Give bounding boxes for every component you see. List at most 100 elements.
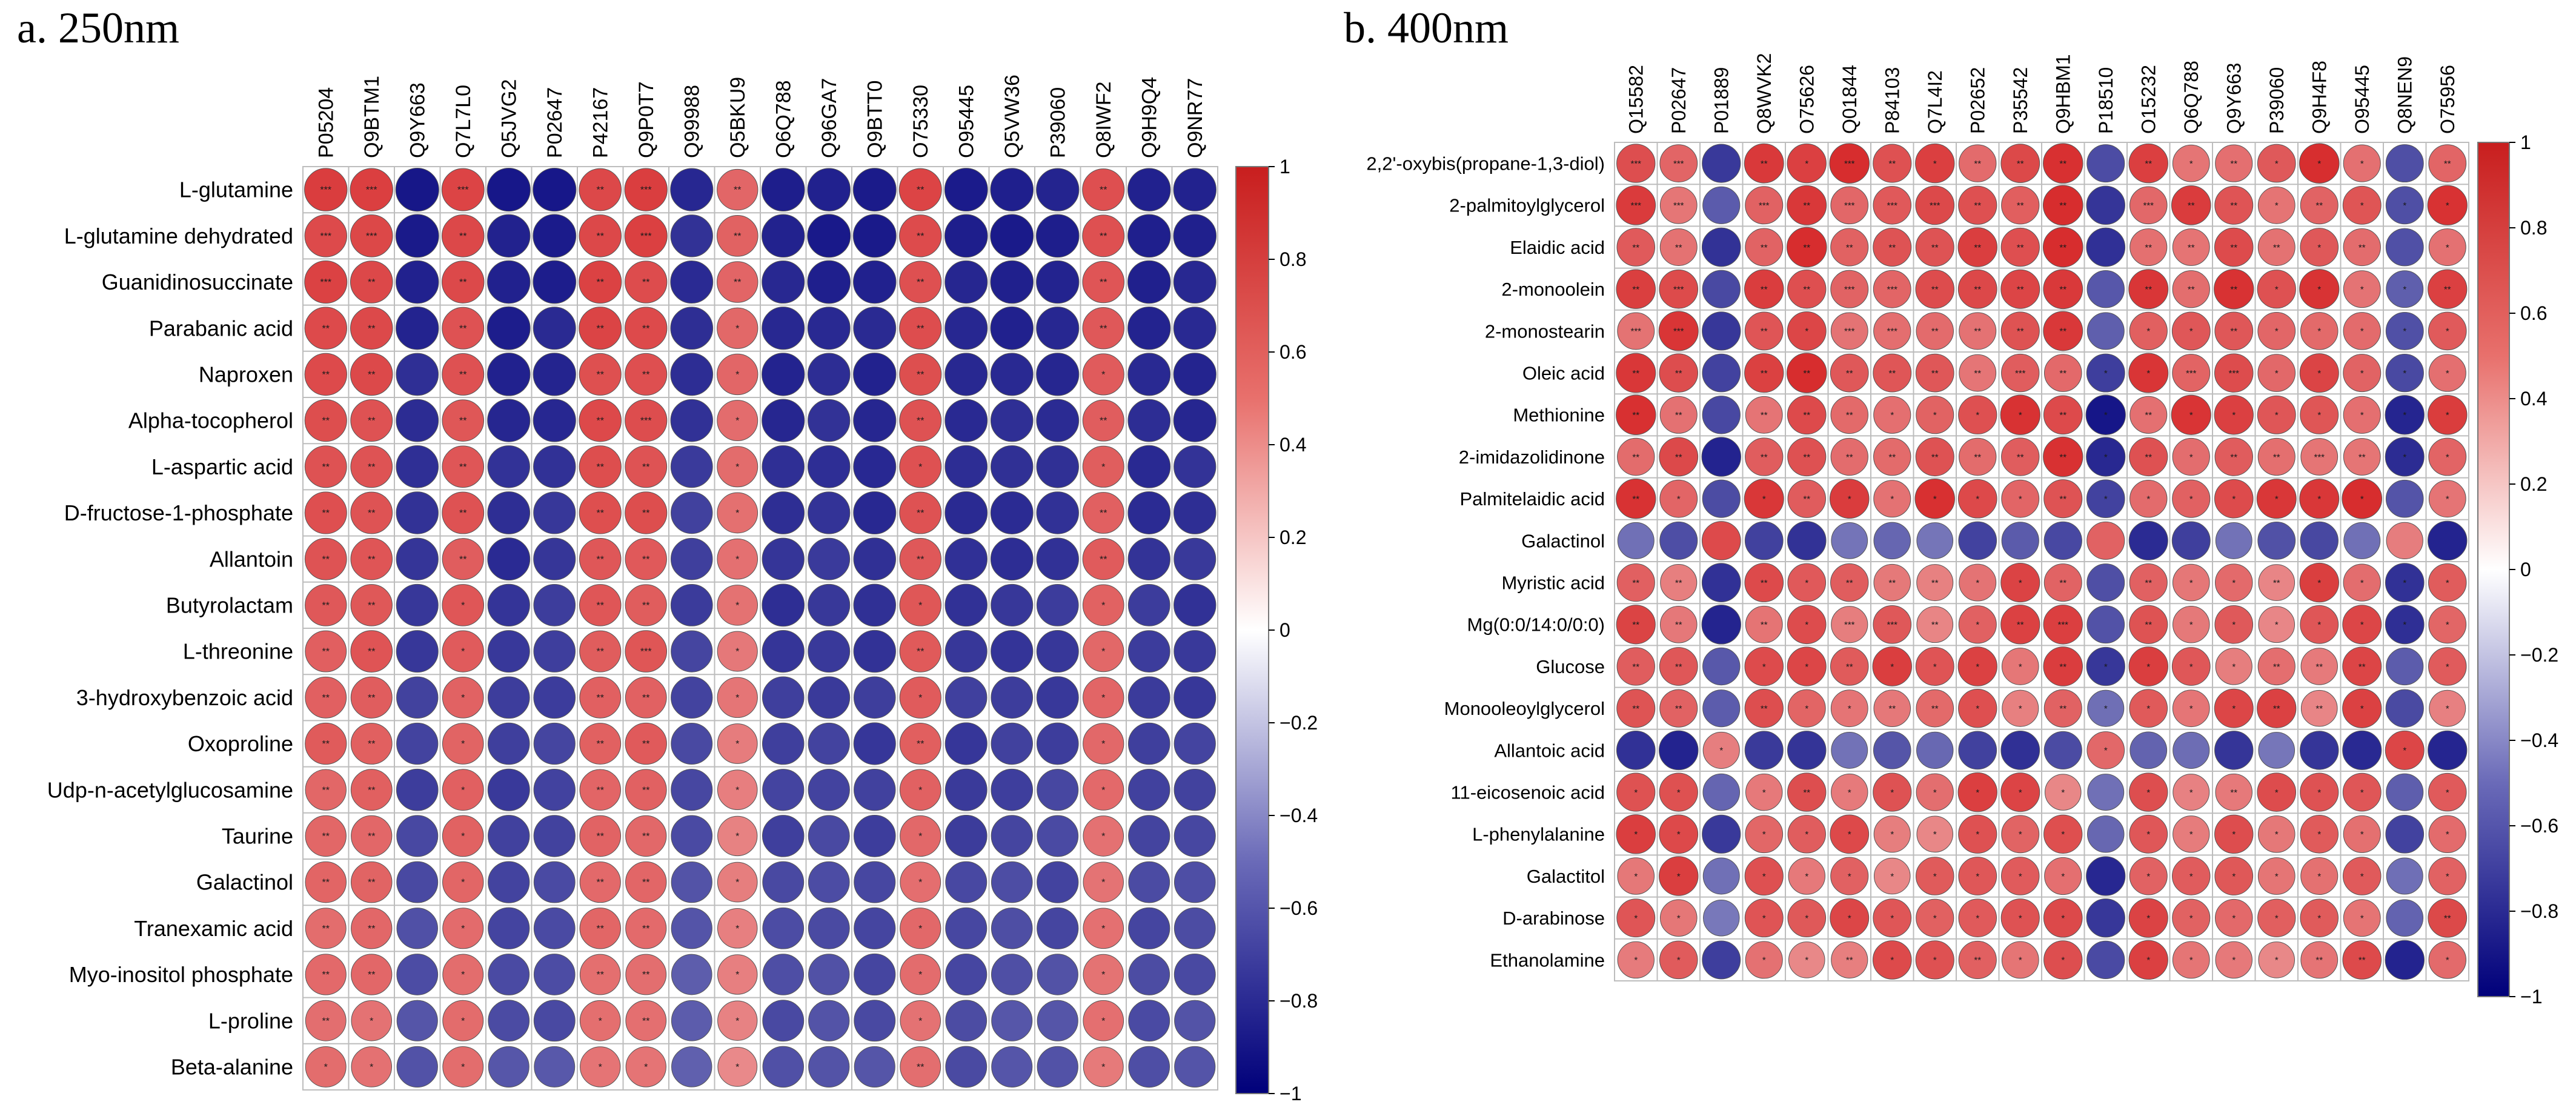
correlation-circle [1744, 689, 1784, 728]
column-label: O75626 [1796, 65, 1817, 134]
correlation-circle [487, 537, 531, 581]
significance-mark: * [1101, 970, 1105, 980]
correlation-circle [1873, 185, 1912, 225]
significance-mark: *** [1887, 284, 1897, 294]
significance-mark: ** [322, 508, 330, 519]
correlation-circle [2257, 186, 2295, 224]
row-label: Tranexamic acid [134, 916, 293, 941]
significance-mark: * [2317, 494, 2321, 504]
correlation-circle [2300, 605, 2339, 644]
correlation-circle [853, 307, 897, 350]
correlation-circle [305, 584, 347, 626]
correlation-circle [808, 537, 851, 580]
significance-mark: ** [368, 832, 375, 842]
correlation-circle [854, 768, 896, 811]
correlation-circle [2128, 353, 2169, 393]
correlation-circle [2299, 269, 2340, 310]
correlation-circle [2000, 605, 2040, 645]
correlation-circle [579, 676, 622, 719]
significance-mark: ** [2059, 662, 2066, 672]
significance-mark: ** [1100, 508, 1107, 519]
correlation-circle [762, 722, 805, 765]
significance-mark: * [2360, 620, 2364, 630]
significance-mark: ** [1761, 703, 1768, 714]
significance-mark: ** [2359, 955, 2366, 966]
correlation-circle [1173, 491, 1217, 534]
significance-mark: * [1101, 693, 1105, 703]
correlation-circle [2385, 563, 2425, 602]
correlation-circle [717, 631, 758, 672]
significance-mark: * [2360, 829, 2364, 840]
column-label: Q9NR77 [1184, 78, 1207, 158]
significance-mark: * [1805, 913, 1808, 923]
correlation-circle [1957, 646, 1997, 686]
significance-mark: ** [368, 647, 375, 657]
significance-mark: * [2019, 703, 2022, 714]
significance-mark: ** [368, 370, 375, 380]
significance-mark: * [2189, 913, 2193, 923]
correlation-circle [1958, 731, 1997, 770]
row-label: L-phenylalanine [1472, 824, 1605, 845]
correlation-circle [944, 768, 988, 811]
panel-a-250nm: a. 250nm P05204 Q9BTM1 Q9Y663 Q7L7L0 Q5JVG2 P… [17, 4, 1318, 1104]
correlation-circle [534, 1046, 576, 1087]
correlation-circle [2086, 437, 2126, 477]
row-label: Elaidic acid [1510, 237, 1605, 258]
significance-mark: * [1976, 578, 1979, 588]
significance-mark: * [2232, 620, 2236, 630]
significance-mark: * [1805, 159, 1808, 169]
significance-mark: * [2317, 829, 2321, 840]
correlation-circle [945, 1000, 988, 1042]
correlation-circle [2342, 730, 2382, 770]
correlation-circle [808, 907, 850, 949]
significance-mark: * [918, 1016, 922, 1026]
correlation-circle [808, 630, 851, 673]
correlation-circle [1083, 908, 1124, 949]
correlation-circle [2000, 563, 2040, 603]
correlation-circle [2300, 312, 2339, 350]
significance-mark: ** [1931, 578, 1939, 588]
correlation-circle [396, 583, 439, 626]
significance-mark: ** [1931, 242, 1939, 253]
significance-mark: ** [642, 693, 649, 703]
correlation-circle [1173, 537, 1217, 580]
correlation-circle [442, 584, 485, 626]
correlation-circle [579, 353, 622, 396]
row-label: D-arabinose [1502, 908, 1605, 929]
correlation-circle [579, 723, 622, 765]
row-label: L-threonine [183, 639, 293, 664]
correlation-circle [396, 353, 439, 396]
correlation-circle [350, 676, 393, 719]
correlation-circle [899, 769, 941, 811]
correlation-circle [900, 1046, 941, 1087]
significance-mark: ** [2145, 578, 2152, 588]
correlation-circle [2129, 437, 2168, 477]
correlation-circle [2343, 396, 2381, 434]
significance-mark: *** [2186, 368, 2197, 379]
correlation-circle [2258, 564, 2295, 601]
significance-mark: ** [1100, 324, 1107, 334]
significance-mark: ** [368, 324, 375, 334]
panel-b-cells: *** *** ** * *** ** * ** ** ** ** * ** * * * ***** *** ***… [1616, 143, 2468, 980]
correlation-circle [396, 908, 438, 949]
correlation-circle [396, 954, 439, 995]
correlation-circle [900, 862, 941, 903]
significance-mark: * [2232, 829, 2236, 840]
row-label: Galactinol [1521, 530, 1605, 551]
correlation-circle [1830, 396, 1869, 434]
correlation-circle [854, 1046, 895, 1087]
significance-mark: * [1976, 620, 1979, 630]
significance-mark: * [735, 878, 739, 888]
significance-mark: ** [597, 508, 604, 519]
significance-mark: * [735, 370, 739, 380]
significance-mark: * [1101, 832, 1105, 842]
correlation-circle [1702, 144, 1741, 183]
correlation-circle [2427, 395, 2468, 435]
correlation-circle [762, 583, 805, 627]
row-label: Alpha-tocopherol [128, 408, 293, 433]
correlation-circle [2385, 814, 2425, 854]
correlation-circle [2428, 898, 2468, 938]
correlation-circle [1916, 731, 1954, 769]
significance-mark: ** [2273, 452, 2280, 462]
colorbar-gradient [2477, 142, 2510, 997]
